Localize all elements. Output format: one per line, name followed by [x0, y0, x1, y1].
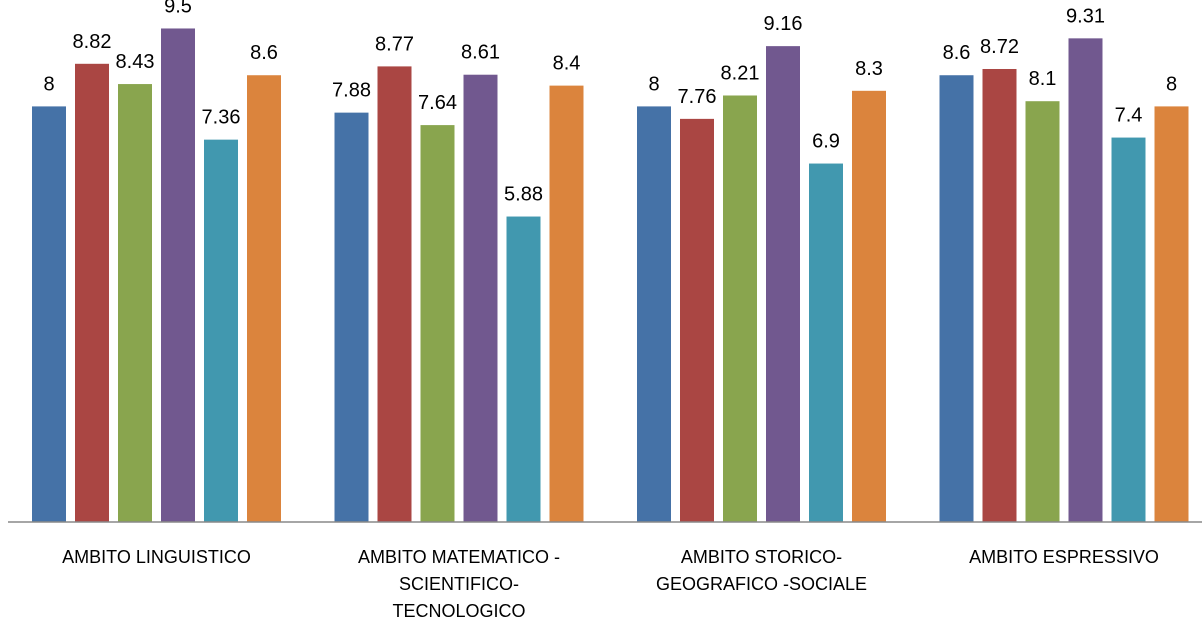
data-label: 8.6 [943, 42, 971, 64]
bar [549, 85, 584, 523]
data-labels-layer: 8 8.828.43 9.5 7.36 8.6 7.88 8.77 7.64 8.61 5.88 8… [43, 0, 1177, 206]
data-label: 8.1 [1029, 68, 1057, 90]
bar [420, 125, 455, 523]
data-label: 5.88 [504, 184, 543, 206]
data-label: 7.76 [678, 86, 717, 108]
bar [852, 90, 886, 522]
data-label: 8.82 [73, 31, 112, 53]
bar [1111, 137, 1146, 522]
data-label: 8.4 [553, 53, 581, 75]
bar [506, 216, 541, 522]
data-label: 8.6 [250, 42, 278, 64]
data-label: 7.88 [332, 80, 371, 102]
category-label: TECNOLOGICO [392, 601, 525, 621]
bars-layer [32, 28, 1189, 523]
bar [118, 84, 152, 523]
bar [1154, 106, 1189, 523]
bar [723, 95, 757, 522]
data-label: 8 [1166, 73, 1177, 95]
bar [1068, 38, 1103, 523]
bar [982, 68, 1017, 522]
data-label: 9.31 [1066, 5, 1105, 27]
bar [247, 75, 281, 522]
bar [32, 106, 66, 523]
data-label: 8.72 [980, 36, 1019, 58]
bar [809, 163, 843, 523]
data-label: 7.4 [1115, 105, 1143, 127]
bar [766, 46, 800, 522]
data-label: 8 [648, 73, 659, 95]
category-label: GEOGRAFICO -SOCIALE [656, 574, 867, 594]
data-label: 8.77 [375, 33, 414, 55]
bar [680, 118, 714, 523]
data-label: 8.3 [855, 58, 883, 80]
bar [161, 28, 195, 522]
category-label: SCIENTIFICO- [399, 574, 519, 594]
bar [463, 74, 498, 522]
bar [1025, 101, 1060, 522]
category-label: AMBITO ESPRESSIVO [969, 547, 1159, 567]
data-label: 8 [43, 73, 54, 95]
data-label: 9.16 [764, 13, 803, 35]
data-label: 6.9 [812, 131, 840, 153]
category-label: AMBITO MATEMATICO - [358, 547, 560, 567]
bar [377, 66, 412, 522]
bar [939, 75, 974, 522]
category-label: AMBITO STORICO- [681, 547, 842, 567]
data-label: 8.61 [461, 42, 500, 64]
data-label: 9.5 [164, 0, 192, 17]
data-label: 8.21 [721, 62, 760, 84]
data-label: 7.64 [418, 92, 457, 114]
bar [204, 139, 238, 522]
bar [75, 63, 109, 523]
bar [637, 106, 671, 523]
category-labels-layer: AMBITO LINGUISTICO AMBITO MATEMATICO - SCI… [62, 547, 1159, 621]
category-label: AMBITO LINGUISTICO [62, 547, 251, 567]
data-label: 7.36 [202, 107, 241, 129]
bar [334, 112, 369, 522]
data-label: 8.43 [116, 51, 155, 73]
